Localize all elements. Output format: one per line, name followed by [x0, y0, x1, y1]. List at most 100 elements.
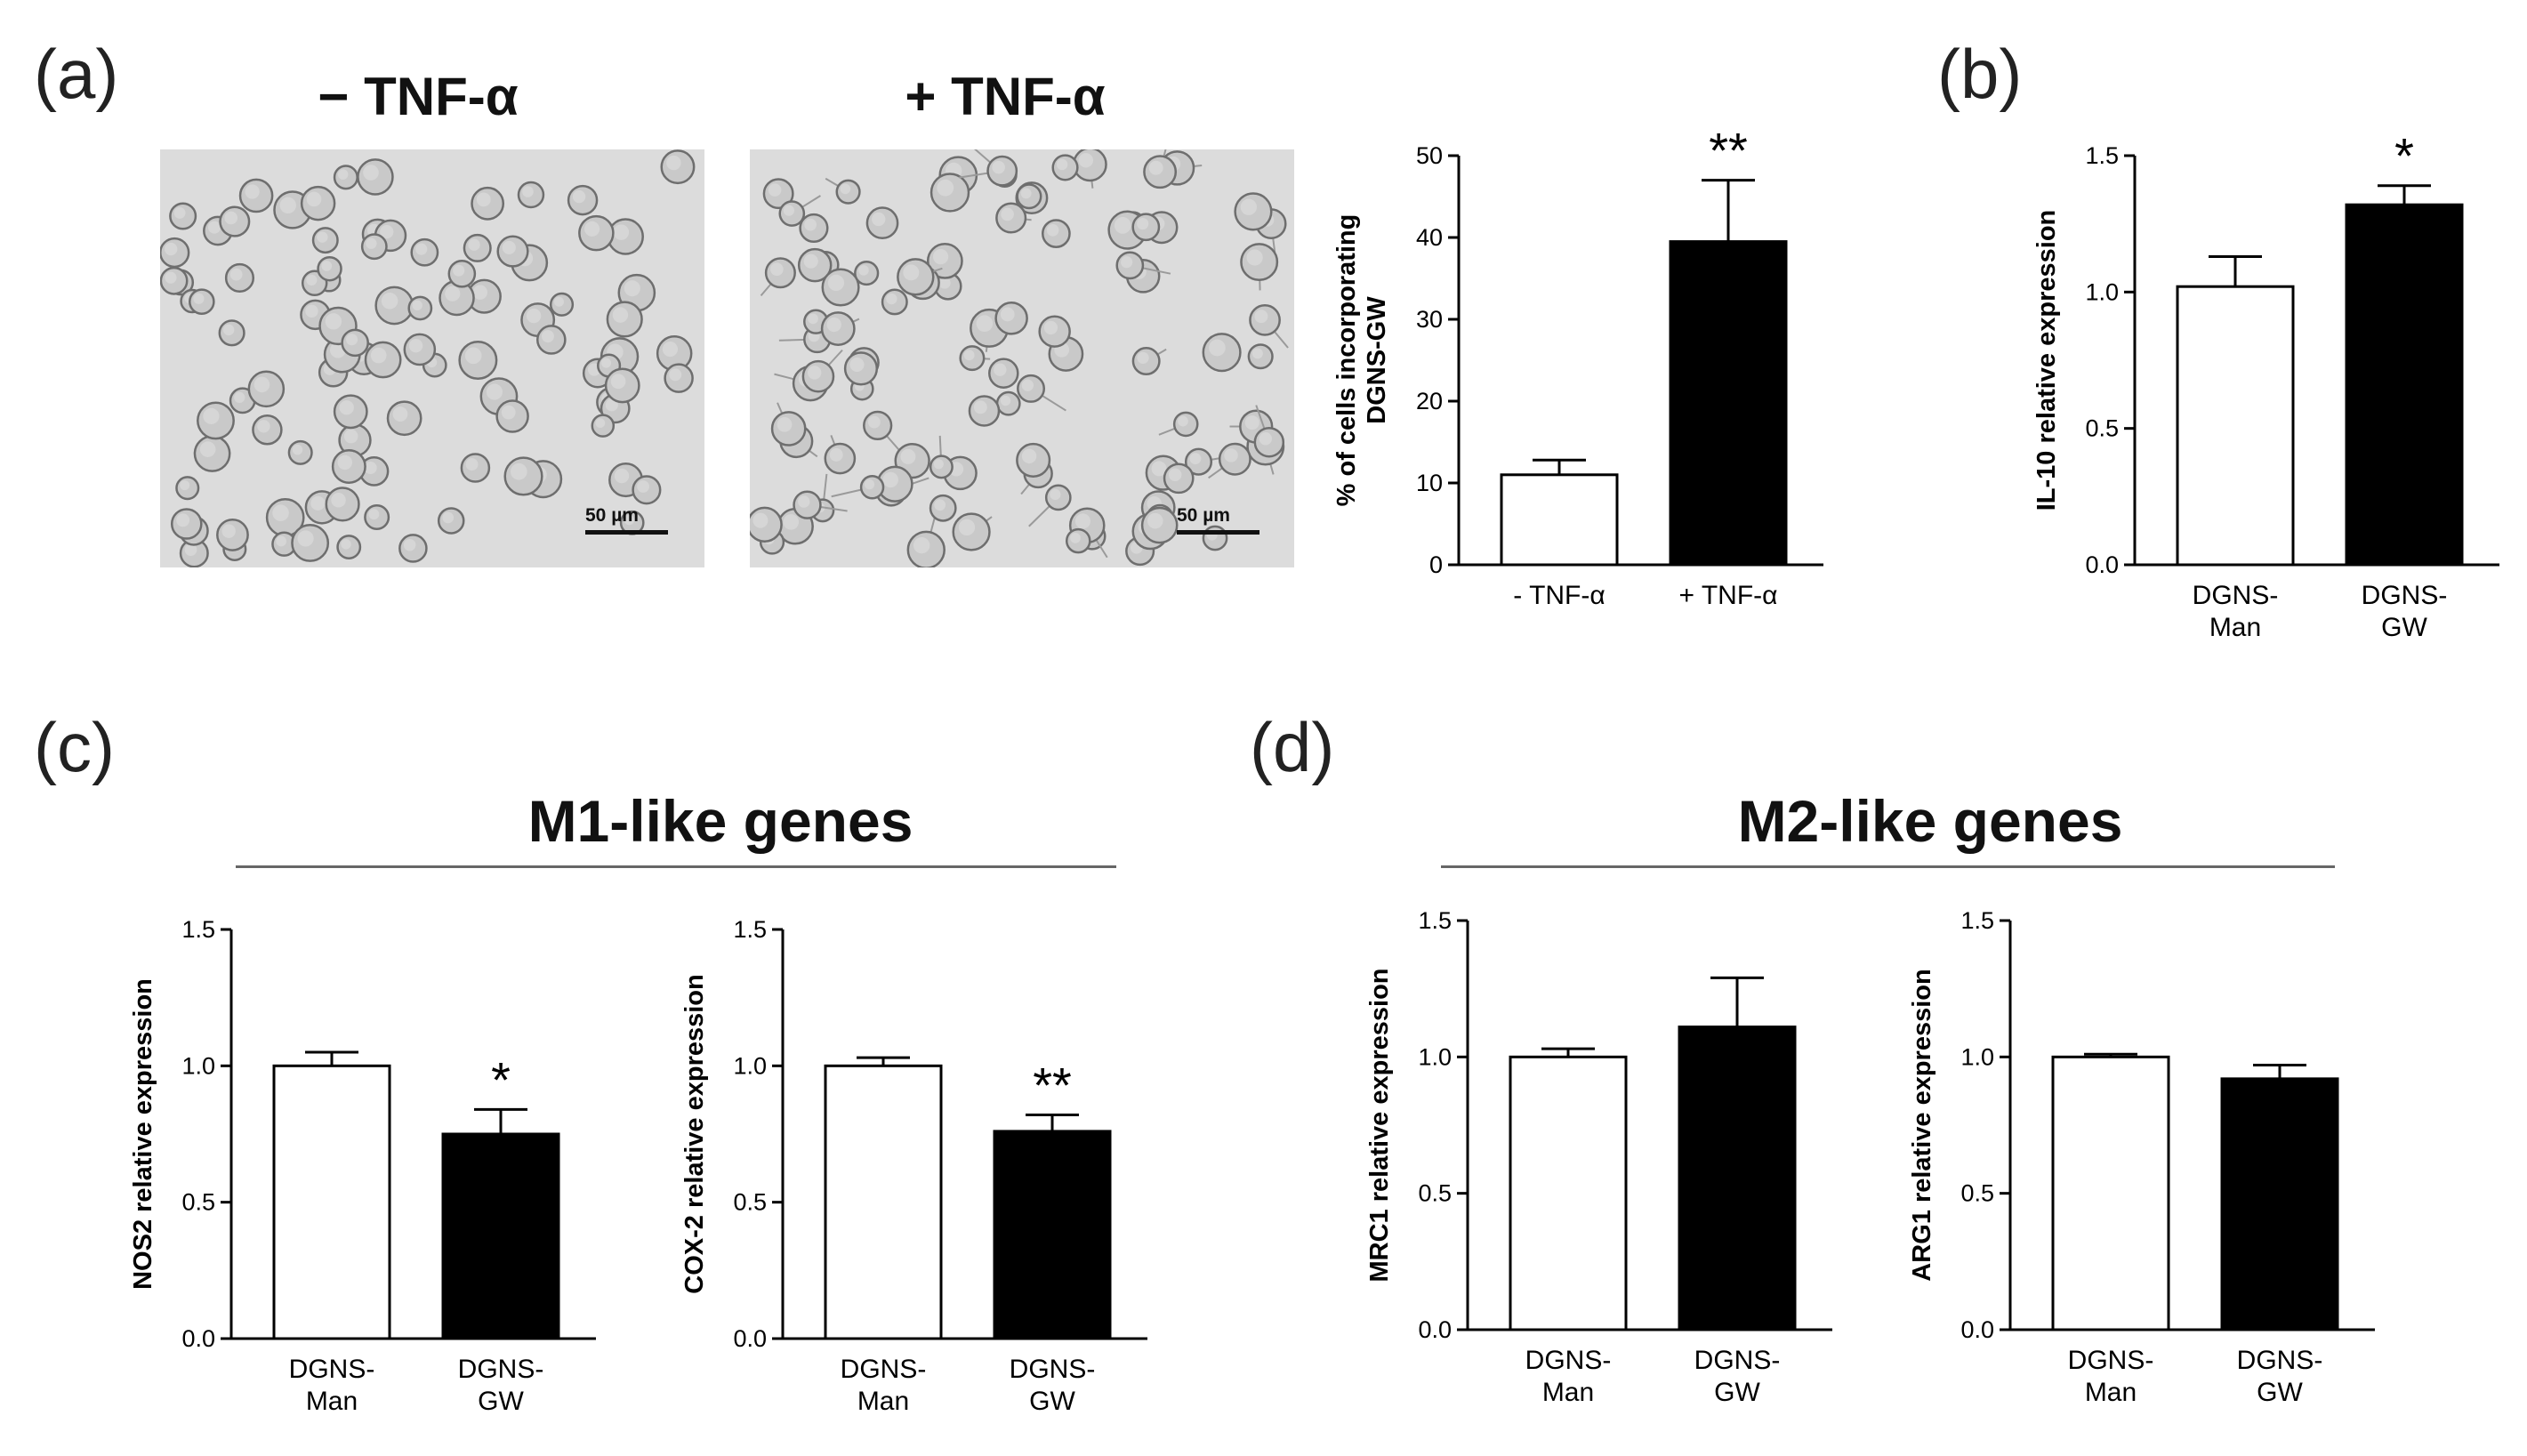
cell-highlight — [1043, 320, 1058, 335]
x-tick-label: DGNS- — [2068, 1346, 2154, 1375]
cell-highlight — [415, 243, 428, 255]
x-tick-label: DGNS- — [2237, 1346, 2323, 1375]
cell-highlight — [292, 444, 303, 455]
x-tick-label: Man — [306, 1387, 358, 1416]
bar — [993, 1130, 1112, 1340]
y-tick-label: 0.0 — [1418, 1316, 1452, 1343]
cell-highlight — [605, 398, 618, 412]
chart-cox2: 0.0 0.5 1.0 1.5 COX-2 relative expression DGN… — [680, 916, 1147, 1416]
cell-highlight — [1209, 339, 1226, 357]
cell-highlight — [612, 307, 629, 323]
y-tick-label: 20 — [1416, 388, 1443, 414]
cell-highlight — [777, 416, 793, 432]
y-axis-label: ARG1 relative expression — [1908, 969, 1936, 1281]
x-tick-label: Man — [1542, 1378, 1594, 1407]
bar — [1509, 1055, 1628, 1331]
cell-highlight — [992, 160, 1005, 174]
x-tick-label: DGNS- — [1525, 1346, 1612, 1375]
y-tick-label: 0.5 — [181, 1189, 215, 1216]
cell-highlight — [783, 514, 800, 530]
cell-highlight — [364, 461, 377, 475]
bar — [1669, 240, 1788, 567]
x-tick-label: DGNS- — [289, 1355, 375, 1384]
cell-highlight — [572, 189, 586, 204]
cell-highlight — [808, 313, 818, 325]
cell-highlight — [254, 376, 270, 393]
cell-highlight — [958, 519, 976, 536]
cell-highlight — [193, 293, 205, 304]
cell-highlight — [1001, 207, 1014, 221]
bar — [1678, 1026, 1797, 1331]
cell-highlight — [1240, 198, 1258, 215]
cell-highlight — [938, 277, 951, 289]
x-tick-label: DGNS- — [2362, 581, 2448, 610]
y-tick-label: 0.5 — [1960, 1180, 1994, 1207]
cell-highlight — [442, 511, 455, 524]
cell-highlight — [864, 479, 875, 490]
cell-highlight — [976, 315, 994, 333]
cell-image-untreated — [160, 149, 696, 567]
cell-highlight — [624, 280, 640, 297]
significance-marker: * — [2394, 128, 2414, 184]
cell-highlight — [783, 205, 795, 216]
cell-highlight — [1151, 461, 1167, 477]
cell-highlight — [297, 530, 314, 547]
y-tick-label: 0.5 — [1418, 1180, 1452, 1207]
cell-highlight — [403, 538, 416, 551]
significance-marker: * — [491, 1051, 511, 1107]
significance-marker: ** — [1033, 1058, 1072, 1114]
cell-highlight — [614, 468, 630, 484]
cell-highlight — [184, 543, 197, 557]
cell-highlight — [325, 313, 342, 330]
cell-highlight — [221, 524, 236, 538]
cell-highlight — [1259, 432, 1273, 446]
cell-highlight — [840, 183, 851, 195]
cell-highlight — [368, 509, 380, 520]
y-tick-label: 10 — [1416, 470, 1443, 496]
y-axis-label: COX-2 relative expression — [680, 974, 709, 1293]
cell-highlight — [476, 192, 491, 207]
cell-highlight — [872, 212, 886, 227]
cell-highlight — [380, 224, 394, 239]
cell-highlight — [932, 248, 949, 265]
cell-highlight — [180, 480, 190, 491]
y-tick-label: 0.5 — [733, 1189, 767, 1216]
cell-highlight — [808, 366, 822, 380]
y-tick-label: 1.0 — [733, 1052, 767, 1079]
cell-highlight — [1021, 379, 1034, 391]
cell-highlight — [1078, 153, 1093, 168]
cell-highlight — [305, 304, 318, 318]
y-tick-label: 1.0 — [2085, 278, 2119, 305]
cell-highlight — [346, 334, 358, 346]
scale-bar — [585, 530, 668, 535]
cell-highlight — [472, 285, 488, 300]
panel-label-b: (b) — [1937, 35, 2023, 113]
scale-bar-label: 50 µm — [1177, 505, 1230, 526]
cell-highlight — [553, 296, 564, 307]
cell-highlight — [1147, 512, 1163, 529]
cell-highlight — [317, 231, 328, 243]
y-axis-label: NOS2 relative expression — [129, 978, 157, 1290]
cell-highlight — [1070, 532, 1081, 543]
cell-highlight — [867, 415, 881, 429]
cell-highlight — [1178, 415, 1188, 427]
chart-il10: 0.0 0.5 1.0 1.5 IL-10 relative expression DGN… — [2032, 128, 2499, 640]
bar — [824, 1064, 943, 1340]
x-tick-label: DGNS- — [2193, 581, 2279, 610]
cell-highlight — [886, 293, 897, 305]
cell-highlight — [666, 155, 681, 171]
y-axis-label: DGNS-GW — [1363, 296, 1391, 424]
bar — [441, 1132, 560, 1340]
cell-highlight — [829, 447, 843, 462]
section-rule-m1 — [236, 865, 1116, 868]
cell-highlight — [526, 308, 542, 324]
cell-highlight — [207, 221, 221, 234]
cell-highlight — [165, 271, 177, 284]
cell-highlight — [913, 536, 930, 554]
y-tick-label: 0.0 — [2085, 551, 2119, 578]
chart-mrc1: 0.0 0.5 1.0 1.5 MRC1 relative expression DGNS… — [1365, 907, 1832, 1407]
scale-bar-label: 50 µm — [585, 505, 639, 526]
cell-highlight — [849, 357, 865, 372]
chart-arg1: 0.0 0.5 1.0 1.5 ARG1 relative expression DGNS… — [1908, 907, 2375, 1407]
y-tick-label: 30 — [1416, 306, 1443, 333]
